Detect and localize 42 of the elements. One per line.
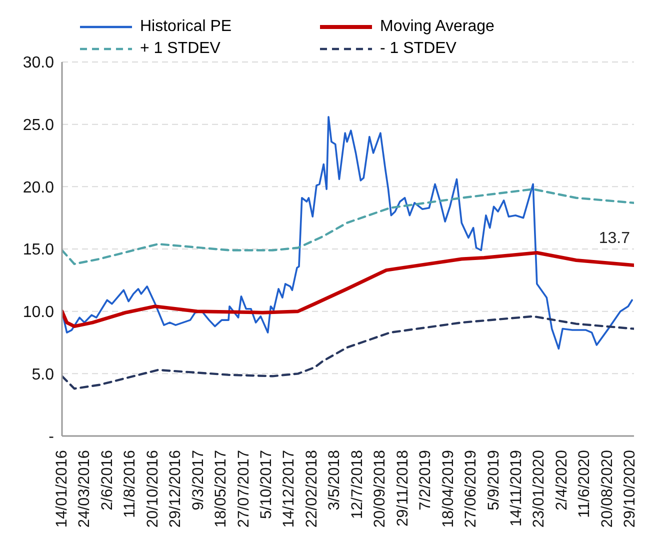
legend-label: Moving Average bbox=[380, 18, 494, 36]
legend-label: + 1 STDEV bbox=[140, 40, 220, 58]
x-tick-label: 23/01/2020 bbox=[530, 450, 548, 528]
x-tick-label: 2/6/2016 bbox=[98, 450, 116, 510]
x-tick-label: 14/01/2016 bbox=[54, 450, 70, 528]
x-tick-label: 29/12/2016 bbox=[167, 450, 184, 528]
x-tick-label: 18/04/2019 bbox=[440, 450, 457, 528]
x-tick-label: 27/06/2019 bbox=[462, 450, 480, 528]
x-tick-label: 11/8/2016 bbox=[122, 450, 139, 518]
line-series bbox=[62, 250, 634, 328]
x-tick-label: 5/9/2019 bbox=[485, 450, 502, 510]
x-tick-label: 22/02/2018 bbox=[303, 450, 320, 528]
x-tick-label: 14/12/2017 bbox=[280, 450, 298, 528]
y-tick-label: 30.0 bbox=[22, 54, 54, 72]
y-tick-label: 25.0 bbox=[22, 117, 54, 134]
y-tick-label: 20.0 bbox=[22, 179, 54, 196]
x-tick-label: 20/10/2016 bbox=[144, 450, 162, 528]
x-tick-label: 14/11/2019 bbox=[508, 450, 525, 526]
y-tick-label: 15.0 bbox=[22, 242, 54, 259]
y-tick-label: 5.0 bbox=[32, 366, 54, 384]
x-tick-label: 3/5/2018 bbox=[326, 450, 344, 510]
x-tick-label: 24/03/2016 bbox=[76, 450, 94, 528]
x-tick-label: 27/07/2017 bbox=[235, 450, 252, 528]
x-tick-label: 11/6/2020 bbox=[576, 450, 594, 518]
x-tick-label: 20/08/2020 bbox=[598, 450, 616, 528]
line-series bbox=[62, 116, 633, 350]
y-tick-label: - bbox=[48, 428, 54, 446]
y-tick-label: 10.0 bbox=[22, 304, 54, 322]
x-tick-label: 20/09/2018 bbox=[372, 450, 389, 528]
x-tick-label: 5/10/2017 bbox=[258, 450, 276, 519]
x-tick-label: 29/11/2018 bbox=[394, 450, 412, 526]
legend-label: - 1 STDEV bbox=[380, 40, 456, 58]
x-tick-label: 29/10/2020 bbox=[622, 450, 639, 528]
x-tick-label: 12/7/2018 bbox=[348, 450, 366, 519]
line-series bbox=[62, 315, 634, 390]
legend-label: Historical PE bbox=[140, 18, 232, 36]
line-series bbox=[62, 188, 634, 266]
x-tick-label: 18/05/2017 bbox=[212, 450, 230, 528]
annotation: 13.7 bbox=[598, 230, 630, 248]
x-tick-label: 2/4/2020 bbox=[553, 450, 570, 510]
x-tick-label: 9/3/2017 bbox=[190, 450, 207, 510]
x-tick-label: 7/2/2019 bbox=[417, 450, 434, 510]
